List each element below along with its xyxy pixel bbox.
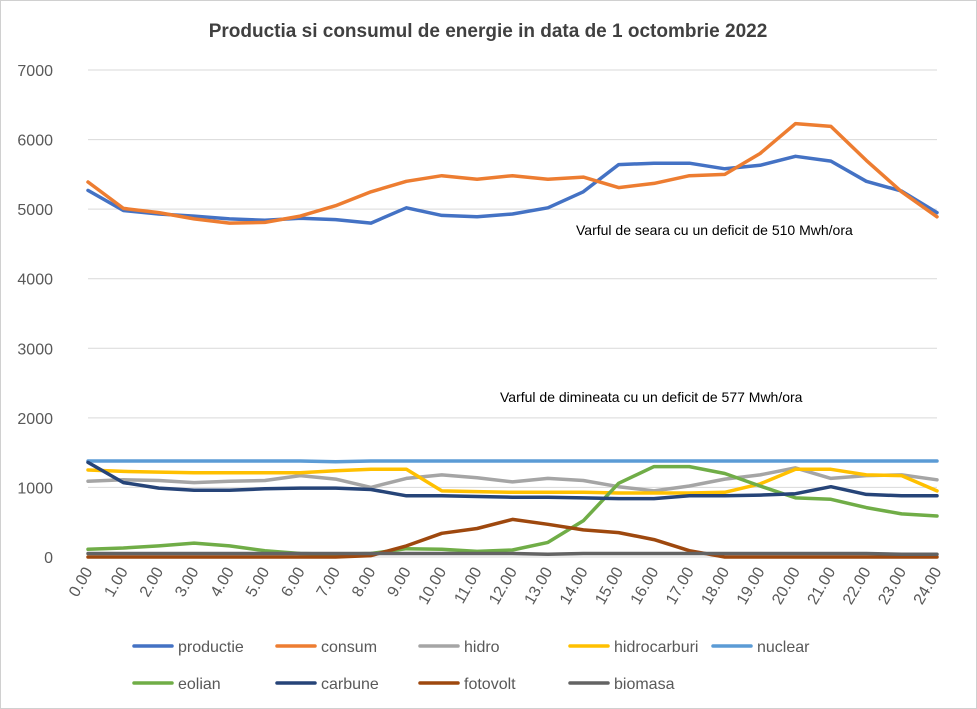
x-tick-label: 2.00 <box>137 564 167 600</box>
y-axis-ticks: 0 1000 2000 3000 4000 5000 6000 7000 <box>17 63 53 567</box>
x-tick-label: 13.00 <box>522 564 557 607</box>
x-tick-label: 7.00 <box>314 564 344 600</box>
x-tick-label: 19.00 <box>734 564 769 607</box>
legend-label-consum: consum <box>321 639 377 656</box>
x-tick-label: 1.00 <box>102 564 132 600</box>
legend-label-carbune: carbune <box>321 676 379 693</box>
legend: productie consum hidro hidrocarburi nuclear e… <box>132 639 810 693</box>
y-tick-label: 4000 <box>17 272 53 289</box>
legend-label-eolian: eolian <box>178 676 221 693</box>
chart-title: Productia si consumul de energie in data… <box>209 21 768 42</box>
annotation-evening-peak: Varful de seara cu un deficit de 510 Mwh… <box>576 222 853 238</box>
x-tick-label: 18.00 <box>698 564 733 607</box>
series-line-eolian <box>86 464 939 556</box>
x-tick-label: 14.00 <box>557 564 592 607</box>
y-tick-label: 3000 <box>17 341 53 358</box>
legend-label-biomasa: biomasa <box>614 676 675 693</box>
x-tick-label: 8.00 <box>349 564 379 600</box>
annotation-morning-peak: Varful de dimineata cu un deficit de 577… <box>500 389 803 405</box>
x-tick-label: 17.00 <box>663 564 698 607</box>
y-tick-label: 2000 <box>17 411 53 428</box>
x-tick-label: 6.00 <box>278 564 308 600</box>
series-line-biomasa <box>86 551 939 556</box>
x-tick-label: 12.00 <box>486 564 521 607</box>
series-lines <box>86 121 939 559</box>
y-tick-label: 6000 <box>17 133 53 150</box>
y-tick-label: 0 <box>44 550 53 567</box>
y-tick-label: 5000 <box>17 202 53 219</box>
x-tick-label: 15.00 <box>592 564 627 607</box>
x-tick-label: 11.00 <box>451 564 485 606</box>
x-tick-label: 22.00 <box>840 564 875 607</box>
x-tick-label: 5.00 <box>243 564 273 600</box>
gridlines <box>88 69 937 558</box>
x-tick-label: 10.00 <box>415 564 450 607</box>
series-line-fotovolt <box>86 517 939 559</box>
x-tick-label: 20.00 <box>769 564 804 607</box>
series-line-carbune <box>86 460 939 501</box>
series-line-nuclear <box>86 459 939 464</box>
x-tick-label: 21.00 <box>805 564 840 607</box>
y-tick-label: 7000 <box>17 63 53 80</box>
x-tick-label: 24.00 <box>911 564 946 607</box>
series-line-hidrocarburi <box>86 467 939 495</box>
legend-label-hidro: hidro <box>464 639 500 656</box>
series-line-consum <box>86 121 939 225</box>
x-tick-label: 23.00 <box>875 564 910 607</box>
x-axis-ticks: 0.00 1.00 2.00 3.00 4.00 5.00 6.00 7.00 8.00 9.00… <box>66 564 945 607</box>
x-tick-label: 3.00 <box>172 564 202 600</box>
x-tick-label: 0.00 <box>66 564 96 600</box>
legend-label-productie: productie <box>178 639 244 656</box>
y-tick-label: 1000 <box>17 480 53 497</box>
x-tick-label: 16.00 <box>628 564 663 607</box>
legend-label-fotovolt: fotovolt <box>464 676 516 693</box>
x-tick-label: 4.00 <box>208 564 238 600</box>
legend-label-nuclear: nuclear <box>757 639 810 656</box>
x-tick-label: 9.00 <box>385 564 415 600</box>
series-line-productie <box>86 154 939 225</box>
legend-label-hidrocarburi: hidrocarburi <box>614 639 698 656</box>
